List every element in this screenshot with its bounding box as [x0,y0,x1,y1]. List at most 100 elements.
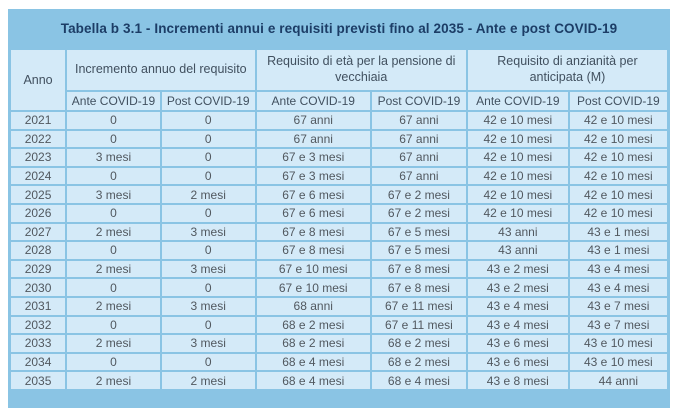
value-cell: 0 [67,167,160,185]
table-row: 2035 2 mesi 2 mesi 68 e 4 mesi 68 e 4 mesi 43… [11,372,667,389]
table-row: 2031 2 mesi 3 mesi 68 anni 67 e 11 mesi 43 e … [11,297,667,315]
sub-header-eta-post: Post COVID-19 [371,92,466,110]
value-cell: 67 anni [371,149,466,166]
value-cell: 67 e 11 mesi [371,316,466,334]
value-cell: 0 [161,112,255,129]
value-cell: 43 e 8 mesi [467,372,568,389]
column-header-anno: Anno [11,50,66,110]
value-cell: 42 e 10 mesi [467,112,568,129]
value-cell: 42 e 10 mesi [569,112,667,129]
table-container: Tabella b 3.1 - Incrementi annui e requi… [8,9,670,408]
value-cell: 43 e 7 mesi [569,316,667,334]
value-cell: 43 e 1 mesi [569,223,667,241]
value-cell: 67 e 8 mesi [256,223,370,241]
year-cell: 2032 [11,316,66,334]
value-cell: 67 anni [256,112,370,129]
year-cell: 2025 [11,186,66,203]
value-cell: 67 anni [371,167,466,185]
value-cell: 68 e 2 mesi [256,335,370,352]
value-cell: 2 mesi [161,372,255,389]
value-cell: 0 [161,353,255,371]
value-cell: 43 e 1 mesi [569,242,667,259]
value-cell: 43 e 6 mesi [467,335,568,352]
table-title: Tabella b 3.1 - Incrementi annui e requi… [60,21,618,36]
value-cell: 0 [67,130,160,148]
value-cell: 43 e 2 mesi [467,260,568,278]
value-cell: 67 e 11 mesi [371,297,466,315]
value-cell: 43 e 2 mesi [467,279,568,296]
table-row: 2024 0 0 67 e 3 mesi 67 anni 42 e 10 mesi 42 e… [11,167,667,185]
value-cell: 0 [161,130,255,148]
value-cell: 67 e 3 mesi [256,167,370,185]
table-row: 2022 0 0 67 anni 67 anni 42 e 10 mesi 42 e 10 … [11,130,667,148]
value-cell: 3 mesi [161,223,255,241]
group-header-eta-vecchiaia: Requisito di età per la pensione di vecc… [256,50,466,90]
value-cell: 2 mesi [67,372,160,389]
group-header-incremento: Incremento annuo del requisito [67,50,255,90]
value-cell: 0 [67,204,160,222]
year-cell: 2024 [11,167,66,185]
value-cell: 43 anni [467,242,568,259]
value-cell: 68 e 2 mesi [371,353,466,371]
value-cell: 68 e 2 mesi [371,335,466,352]
value-cell: 68 e 2 mesi [256,316,370,334]
year-cell: 2023 [11,149,66,166]
value-cell: 42 e 10 mesi [467,204,568,222]
value-cell: 42 e 10 mesi [569,167,667,185]
value-cell: 68 e 4 mesi [256,353,370,371]
value-cell: 0 [67,279,160,296]
value-cell: 42 e 10 mesi [569,130,667,148]
value-cell: 68 anni [256,297,370,315]
table-row: 2033 2 mesi 3 mesi 68 e 2 mesi 68 e 2 mesi 43… [11,335,667,352]
value-cell: 42 e 10 mesi [467,149,568,166]
value-cell: 3 mesi [161,297,255,315]
value-cell: 43 e 4 mesi [467,316,568,334]
year-cell: 2029 [11,260,66,278]
value-cell: 67 e 6 mesi [256,204,370,222]
table-row: 2025 3 mesi 2 mesi 67 e 6 mesi 67 e 2 mesi 42… [11,186,667,203]
value-cell: 42 e 10 mesi [467,186,568,203]
table-row: 2029 2 mesi 3 mesi 67 e 10 mesi 67 e 8 mesi 4… [11,260,667,278]
value-cell: 0 [161,242,255,259]
table-row: 2023 3 mesi 0 67 e 3 mesi 67 anni 42 e 10 mes… [11,149,667,166]
requirements-table: Anno Incremento annuo del requisito Requ… [9,48,669,391]
value-cell: 2 mesi [67,223,160,241]
sub-header-incremento-ante: Ante COVID-19 [67,92,160,110]
year-cell: 2021 [11,112,66,129]
year-cell: 2034 [11,353,66,371]
table-row: 2032 0 0 68 e 2 mesi 67 e 11 mesi 43 e 4 mesi… [11,316,667,334]
value-cell: 67 e 8 mesi [256,242,370,259]
value-cell: 2 mesi [161,186,255,203]
value-cell: 0 [67,112,160,129]
value-cell: 67 e 8 mesi [371,260,466,278]
value-cell: 42 e 10 mesi [467,167,568,185]
year-cell: 2028 [11,242,66,259]
value-cell: 43 e 6 mesi [467,353,568,371]
value-cell: 42 e 10 mesi [569,204,667,222]
year-cell: 2031 [11,297,66,315]
sub-header-anzianita-post: Post COVID-19 [569,92,667,110]
value-cell: 2 mesi [67,297,160,315]
group-header-row: Anno Incremento annuo del requisito Requ… [11,50,667,110]
value-cell: 67 e 5 mesi [371,223,466,241]
value-cell: 43 e 10 mesi [569,353,667,371]
year-cell: 2026 [11,204,66,222]
table-row: 2028 0 0 67 e 8 mesi 67 e 5 mesi 43 anni 43 e … [11,242,667,259]
table-row: 2030 0 0 67 e 10 mesi 67 e 8 mesi 43 e 2 mesi… [11,279,667,296]
value-cell: 0 [161,316,255,334]
table-body: 2021 0 0 67 anni 67 anni 42 e 10 mesi 42 e 10 … [11,112,667,389]
value-cell: 3 mesi [161,335,255,352]
year-cell: 2035 [11,372,66,389]
value-cell: 67 anni [371,112,466,129]
value-cell: 67 e 2 mesi [371,186,466,203]
value-cell: 43 anni [467,223,568,241]
value-cell: 2 mesi [67,335,160,352]
table-row: 2026 0 0 67 e 6 mesi 67 e 2 mesi 42 e 10 mesi… [11,204,667,222]
value-cell: 44 anni [569,372,667,389]
value-cell: 3 mesi [67,149,160,166]
value-cell: 0 [161,149,255,166]
table-row: 2021 0 0 67 anni 67 anni 42 e 10 mesi 42 e 10 … [11,112,667,129]
value-cell: 67 e 10 mesi [256,279,370,296]
year-cell: 2033 [11,335,66,352]
value-cell: 67 e 8 mesi [371,279,466,296]
